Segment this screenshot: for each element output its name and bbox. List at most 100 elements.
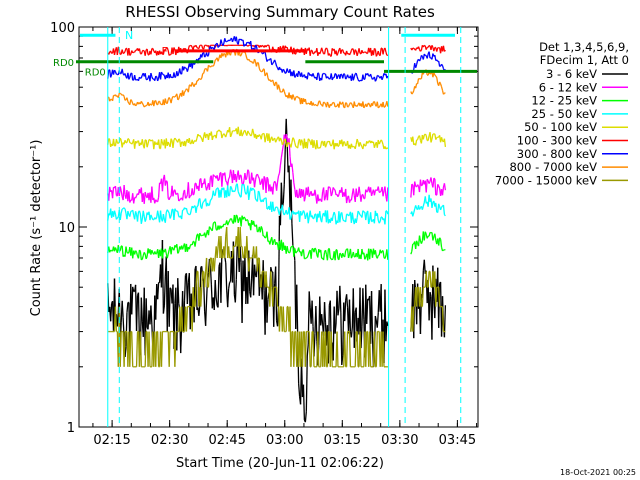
series-segment xyxy=(119,92,122,95)
series-segment xyxy=(139,251,142,260)
series-segment xyxy=(344,102,347,109)
series-segment xyxy=(378,105,381,108)
series-segment xyxy=(289,218,292,221)
series-segment xyxy=(180,209,184,220)
series-segment xyxy=(330,48,333,57)
series-segment xyxy=(224,38,227,42)
series-segment xyxy=(371,101,375,106)
series-segment xyxy=(275,139,278,143)
series-segment xyxy=(141,255,144,260)
series-segment xyxy=(177,73,180,77)
series-segment xyxy=(311,50,314,54)
series-segment xyxy=(160,139,164,144)
series-segment xyxy=(367,210,370,225)
series-segment xyxy=(255,44,257,47)
series-segment xyxy=(262,260,265,291)
series-segment xyxy=(224,44,227,47)
series-segment xyxy=(215,131,218,139)
series-segment xyxy=(372,48,376,56)
series-segment xyxy=(174,189,177,195)
series-segment xyxy=(171,246,174,250)
series-segment xyxy=(282,139,285,144)
series-segment xyxy=(418,235,422,242)
series-segment xyxy=(125,312,128,347)
series-segment xyxy=(317,331,320,367)
series-segment xyxy=(419,49,422,52)
series-segment xyxy=(304,215,307,220)
series-segment xyxy=(270,271,273,288)
series-segment xyxy=(312,331,315,367)
series-segment xyxy=(333,102,336,108)
annotation-rd0: RD0 xyxy=(53,58,74,69)
series-segment xyxy=(253,58,257,62)
series-segment xyxy=(228,127,232,137)
series-segment xyxy=(372,78,374,80)
series-segment xyxy=(180,141,183,148)
series-segment xyxy=(119,245,122,251)
series-segment xyxy=(327,77,330,80)
series-segment xyxy=(420,54,423,57)
series-segment xyxy=(235,175,238,183)
series-segment xyxy=(123,51,126,54)
series-segment xyxy=(212,221,215,224)
series-segment xyxy=(203,280,206,312)
series-segment xyxy=(129,211,132,217)
series-segment xyxy=(160,71,164,75)
series-segment xyxy=(354,104,357,107)
series-segment xyxy=(386,249,389,260)
series-segment xyxy=(289,156,292,167)
series-segment xyxy=(216,175,219,181)
series-segment xyxy=(230,130,234,135)
series-segment xyxy=(425,135,428,141)
series-segment xyxy=(348,214,350,217)
series-segment xyxy=(146,77,149,81)
series-segment xyxy=(302,384,306,420)
series-segment xyxy=(378,221,381,224)
series-segment xyxy=(337,308,340,316)
series-segment xyxy=(434,74,437,77)
series-segment xyxy=(367,73,370,76)
series-segment xyxy=(274,62,278,67)
series-segment xyxy=(269,138,272,143)
series-segment xyxy=(307,251,310,256)
series-segment xyxy=(248,192,251,200)
series-segment xyxy=(204,178,207,186)
series-segment xyxy=(199,198,202,208)
series-segment xyxy=(250,278,253,298)
series-segment xyxy=(339,213,342,223)
series-segment xyxy=(237,126,240,135)
x-tick-label: 03:15 xyxy=(324,433,361,448)
series-segment xyxy=(356,76,359,80)
series-segment xyxy=(252,246,256,259)
series-segment xyxy=(366,298,369,324)
series-segment xyxy=(307,72,310,74)
series-segment xyxy=(284,138,287,145)
series-segment xyxy=(257,176,260,179)
series-segment xyxy=(438,203,441,207)
series-segment xyxy=(350,255,353,259)
series-segment xyxy=(144,191,147,197)
series-segment xyxy=(304,98,307,105)
series-segment xyxy=(308,193,311,197)
series-segment xyxy=(207,54,209,57)
series-segment xyxy=(337,145,340,148)
series-segment xyxy=(347,254,351,259)
series-segment xyxy=(307,138,310,141)
series-segment xyxy=(331,102,334,104)
series-segment xyxy=(248,132,251,135)
series-segment xyxy=(413,208,416,213)
series-segment xyxy=(385,51,388,56)
series-segment xyxy=(241,133,244,137)
series-segment xyxy=(252,220,256,227)
series-segment xyxy=(311,300,314,327)
series-segment xyxy=(155,252,158,255)
series-segment xyxy=(210,196,213,200)
series-segment xyxy=(288,251,291,254)
series-segment xyxy=(313,213,316,219)
series-segment xyxy=(183,189,187,199)
series-segment xyxy=(278,164,282,174)
series-segment xyxy=(263,176,266,179)
x-tick-label: 03:00 xyxy=(266,433,303,448)
series-segment xyxy=(424,133,427,136)
series-segment xyxy=(381,76,384,81)
